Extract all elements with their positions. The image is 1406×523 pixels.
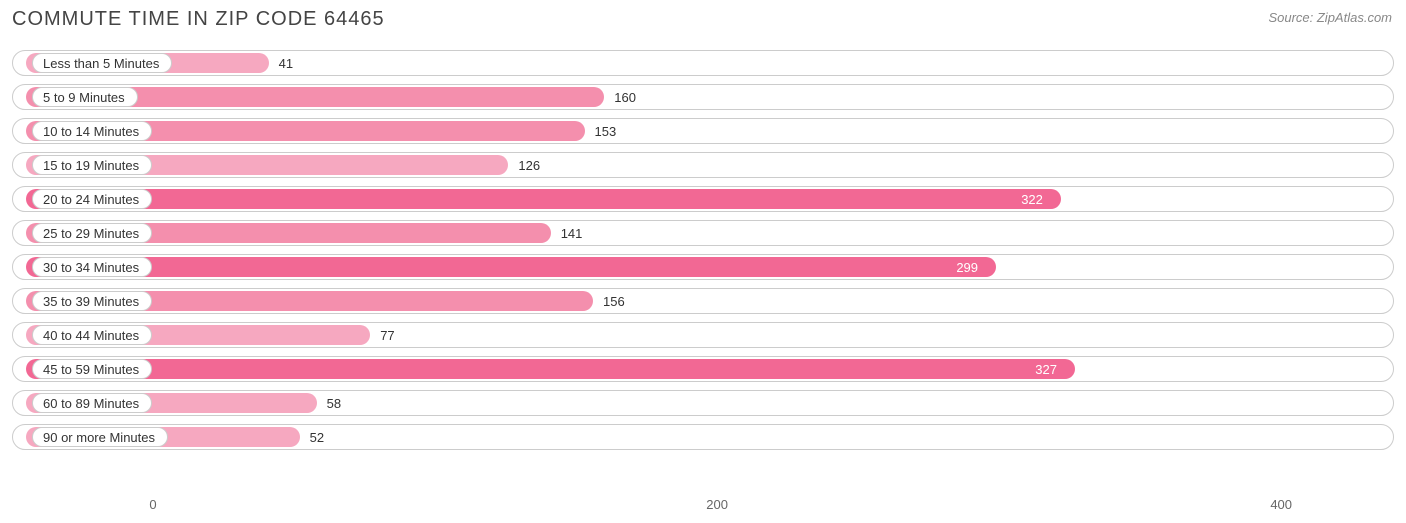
category-label: 35 to 39 Minutes (32, 291, 152, 311)
category-label: 40 to 44 Minutes (32, 325, 152, 345)
category-label: 15 to 19 Minutes (32, 155, 152, 175)
value-label: 41 (279, 48, 293, 78)
x-axis: 0 200 400 (12, 497, 1394, 517)
category-label: 45 to 59 Minutes (32, 359, 152, 379)
category-label: 20 to 24 Minutes (32, 189, 152, 209)
value-label: 153 (595, 116, 617, 146)
axis-tick: 200 (706, 497, 728, 512)
value-label: 77 (380, 320, 394, 350)
bar-row: 5 to 9 Minutes 160 (12, 82, 1394, 112)
bar-row: 20 to 24 Minutes 322 (12, 184, 1394, 214)
axis-tick: 0 (149, 497, 156, 512)
category-label: 90 or more Minutes (32, 427, 168, 447)
axis-tick: 400 (1270, 497, 1292, 512)
bar-row: 15 to 19 Minutes 126 (12, 150, 1394, 180)
bar-row: 45 to 59 Minutes 327 (12, 354, 1394, 384)
value-label: 141 (561, 218, 583, 248)
bar-row: 90 or more Minutes 52 (12, 422, 1394, 452)
category-label: 25 to 29 Minutes (32, 223, 152, 243)
chart-container: COMMUTE TIME IN ZIP CODE 64465 Source: Z… (0, 0, 1406, 523)
bar-row: 30 to 34 Minutes 299 (12, 252, 1394, 282)
bar (26, 189, 1061, 209)
chart-title: COMMUTE TIME IN ZIP CODE 64465 (12, 8, 385, 31)
value-label: 52 (310, 422, 324, 452)
bar-row: 35 to 39 Minutes 156 (12, 286, 1394, 316)
category-label: 30 to 34 Minutes (32, 257, 152, 277)
bar (26, 257, 996, 277)
category-label: 5 to 9 Minutes (32, 87, 138, 107)
category-label: Less than 5 Minutes (32, 53, 172, 73)
value-label: 126 (518, 150, 540, 180)
bar-row: 10 to 14 Minutes 153 (12, 116, 1394, 146)
bar-row: 40 to 44 Minutes 77 (12, 320, 1394, 350)
bar (26, 359, 1075, 379)
category-label: 60 to 89 Minutes (32, 393, 152, 413)
bar-row: Less than 5 Minutes 41 (12, 48, 1394, 78)
value-label: 156 (603, 286, 625, 316)
chart-source: Source: ZipAtlas.com (1268, 10, 1392, 25)
bar-row: 60 to 89 Minutes 58 (12, 388, 1394, 418)
value-label: 322 (1021, 184, 1043, 214)
chart-area: Less than 5 Minutes 41 5 to 9 Minutes 160 10… (12, 48, 1394, 495)
value-label: 160 (614, 82, 636, 112)
value-label: 299 (956, 252, 978, 282)
bar-row: 25 to 29 Minutes 141 (12, 218, 1394, 248)
category-label: 10 to 14 Minutes (32, 121, 152, 141)
value-label: 58 (327, 388, 341, 418)
value-label: 327 (1035, 354, 1057, 384)
